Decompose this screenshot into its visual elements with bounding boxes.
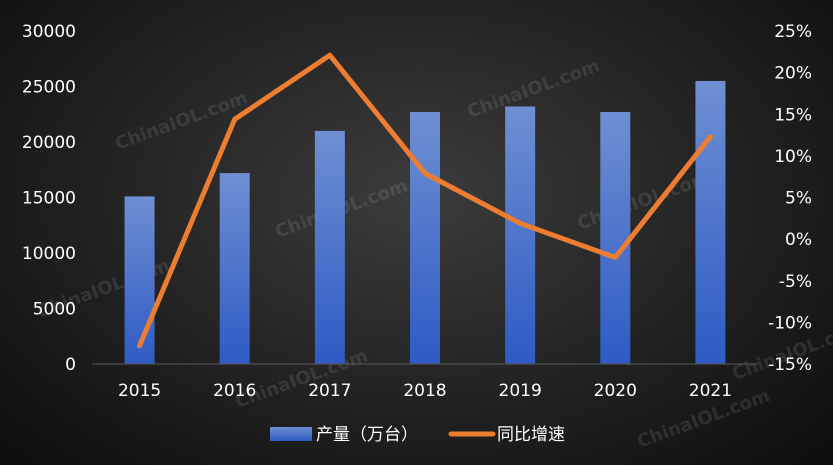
x-tick-label: 2017 [308,381,351,401]
left-tick-label: 5000 [33,300,76,320]
bar-2021 [695,80,726,364]
bar-2018 [410,112,440,364]
bar-series [124,80,726,364]
legend-label-output: 产量（万台） [316,425,418,445]
right-tick-label: 25% [774,22,812,42]
right-tick-label: 20% [774,64,812,84]
bar-2017 [314,130,345,364]
x-axis-ticks: 2015 2016 2017 2018 2019 2020 2021 [118,381,732,401]
x-tick-label: 2020 [594,381,637,401]
right-tick-label: 5% [785,189,812,209]
x-tick-label: 2019 [499,381,542,401]
right-tick-label: -10% [768,313,812,333]
right-tick-label: 10% [774,147,812,167]
legend-label-growth: 同比增速 [497,425,565,445]
x-tick-label: 2016 [213,381,256,401]
right-tick-label: 15% [774,105,812,125]
left-tick-label: 15000 [22,189,76,209]
left-tick-label: 20000 [22,133,76,153]
right-tick-label: -5% [779,272,812,292]
legend-swatch-bar [270,427,312,441]
left-tick-label: 10000 [22,244,76,264]
bar-2016 [219,173,250,364]
bar-2019 [505,106,536,364]
left-tick-label: 30000 [22,22,76,42]
x-tick-label: 2015 [118,381,161,401]
right-tick-label: 0% [785,230,812,250]
x-tick-label: 2018 [403,381,446,401]
bar-2015 [124,196,155,364]
x-tick-label: 2021 [689,381,732,401]
watermark-text: ChinaIOL.com [113,87,251,154]
left-tick-label: 0 [65,355,76,375]
bar-2020 [600,112,631,364]
legend: 产量（万台） 同比增速 [270,425,565,445]
line-series [137,52,713,349]
left-tick-label: 25000 [22,78,76,98]
right-axis-ticks: -15% -10% -5% 0% 5% 10% 15% 20% 25% [768,22,812,375]
left-axis-ticks: 0 5000 10000 15000 20000 25000 30000 [22,22,76,375]
right-tick-label: -15% [768,355,812,375]
watermark-text: ChinaIOL.com [233,345,371,412]
